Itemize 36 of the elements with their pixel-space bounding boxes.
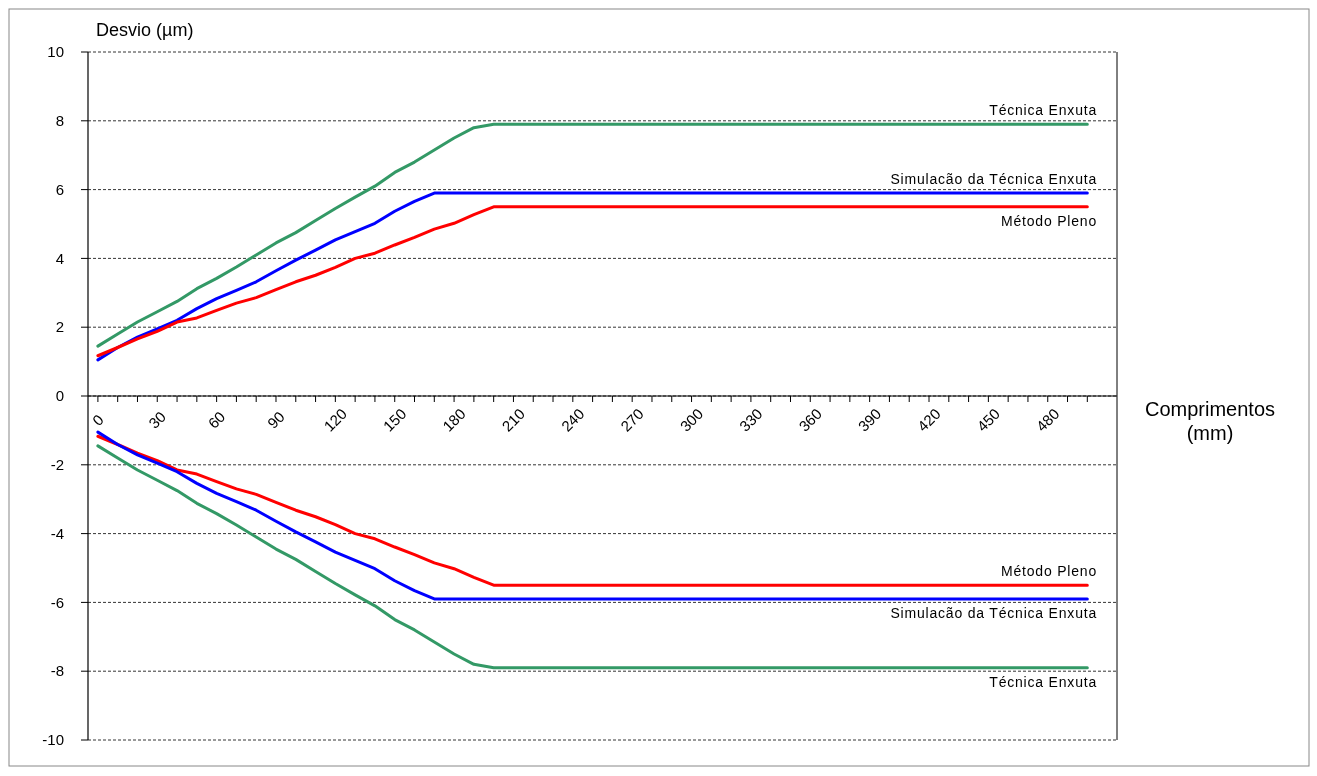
y-tick-label: 6 xyxy=(55,180,64,198)
x-tick-label: 150 xyxy=(379,404,410,435)
y-axis-title: Desvio (µm) xyxy=(96,20,194,40)
series-label: Método Pleno xyxy=(1001,212,1097,229)
y-tick-label: 2 xyxy=(55,318,64,336)
x-tick-label: 90 xyxy=(263,407,288,432)
x-tick-label: 60 xyxy=(204,407,229,432)
x-tick-label: 120 xyxy=(320,404,351,435)
x-tick-label: 300 xyxy=(676,404,707,435)
x-tick-label: 450 xyxy=(973,404,1004,435)
x-tick-label: 480 xyxy=(1032,404,1063,435)
x-tick-label: 30 xyxy=(145,407,169,432)
series-label: Simulacão da Técnica Enxuta xyxy=(890,171,1097,188)
y-tick-label: 10 xyxy=(47,43,64,61)
x-tick-label: 420 xyxy=(913,404,944,435)
y-tick-label: 8 xyxy=(55,112,64,130)
x-tick-label: 390 xyxy=(854,404,885,435)
x-tick-label: 270 xyxy=(617,404,647,435)
series-label: Técnica Enxuta xyxy=(989,673,1097,690)
x-axis-title: Comprimentos (mm) xyxy=(1144,398,1276,444)
y-tick-label: -2 xyxy=(50,456,64,474)
x-tick-label: 240 xyxy=(557,404,588,435)
y-tick-label: -6 xyxy=(50,593,64,611)
x-tick-label: 210 xyxy=(498,404,529,435)
y-tick-label: -8 xyxy=(50,662,64,680)
x-tick-label: 0 xyxy=(88,410,107,429)
y-tick-label: -4 xyxy=(50,524,64,542)
y-tick-label: -10 xyxy=(42,731,64,749)
y-tick-label: 4 xyxy=(55,249,64,267)
series-label: Simulacão da Técnica Enxuta xyxy=(890,604,1097,621)
x-tick-label: 360 xyxy=(795,404,825,435)
x-tick-label: 180 xyxy=(439,404,469,435)
y-tick-label: 0 xyxy=(55,387,64,405)
x-tick-label: 330 xyxy=(735,404,766,435)
series-label: Técnica Enxuta xyxy=(989,102,1097,119)
series-label: Método Pleno xyxy=(1001,563,1097,580)
